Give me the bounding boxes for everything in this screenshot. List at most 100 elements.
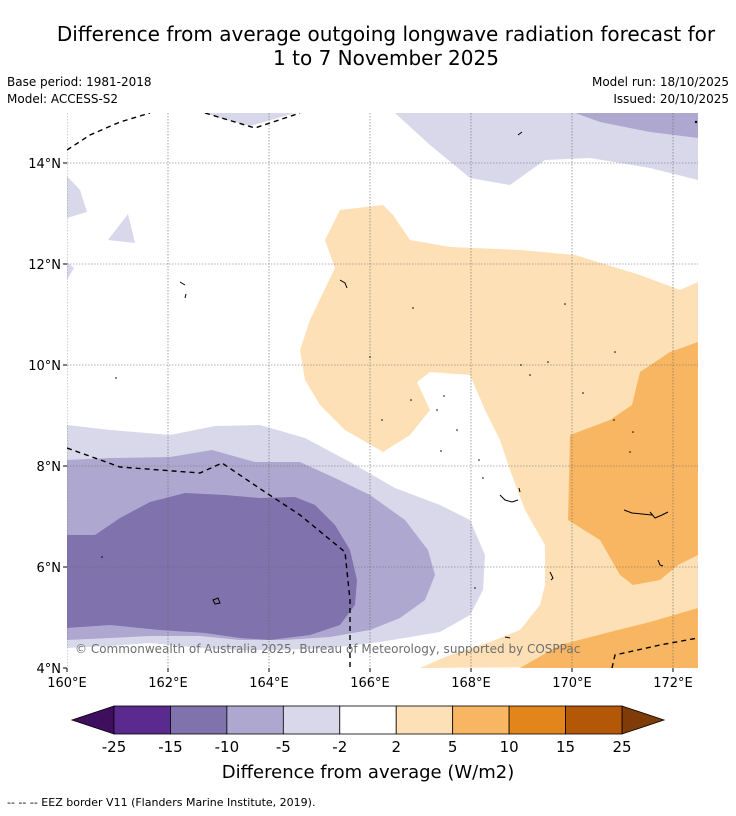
eez-border-north-2 bbox=[204, 113, 301, 129]
island-central-atoll bbox=[499, 487, 521, 503]
islets bbox=[101, 120, 698, 589]
islet bbox=[520, 364, 522, 366]
copyright-notice: © Commonwealth of Australia 2025, Bureau… bbox=[75, 642, 580, 656]
colorbar-segment bbox=[170, 705, 228, 735]
eez-footnote: -- -- -- EEZ border V11 (Flanders Marine… bbox=[7, 796, 316, 809]
island-eastern-atoll bbox=[657, 559, 664, 567]
islet bbox=[381, 419, 383, 421]
islet bbox=[547, 361, 549, 363]
lat-label: 6°N bbox=[37, 561, 62, 576]
island-southern-atoll bbox=[549, 571, 554, 581]
anomaly-region-southeast-orange bbox=[520, 608, 698, 668]
islet bbox=[694, 120, 698, 124]
colorbar-tick-label: -25 bbox=[102, 738, 127, 756]
colorbar-label: Difference from average (W/m2) bbox=[222, 762, 514, 783]
islet bbox=[115, 377, 117, 379]
island-enewetak bbox=[339, 279, 348, 289]
islet bbox=[474, 587, 476, 589]
colorbar-ticks: -25 -15 -10 -5 -2 2 5 10 15 25 bbox=[102, 738, 632, 756]
latitude-labels: 14°N 12°N 10°N 8°N 6°N 4°N bbox=[28, 157, 61, 677]
issued-date: Issued: 20/10/2025 bbox=[613, 92, 729, 106]
colorbar-segment bbox=[565, 705, 623, 735]
colorbar-segment bbox=[452, 705, 510, 735]
islet bbox=[482, 477, 484, 479]
colorbar: -25 -15 -10 -5 -2 2 5 10 15 25 Difference from av… bbox=[70, 705, 666, 783]
metadata-right: Model run: 18/10/2025 Issued: 20/10/2025 bbox=[592, 74, 729, 108]
lat-label: 4°N bbox=[37, 662, 62, 677]
lon-label: 170°E bbox=[552, 676, 592, 691]
colorbar-segments bbox=[70, 705, 666, 735]
islet bbox=[410, 399, 412, 401]
island-western-atoll bbox=[212, 597, 221, 605]
lon-label: 166°E bbox=[350, 676, 390, 691]
colorbar-segment bbox=[226, 705, 284, 735]
islet bbox=[436, 409, 438, 411]
anomaly-patch-west-1 bbox=[67, 176, 87, 218]
eez-border-southeast bbox=[611, 637, 698, 668]
colorbar-tick-label: -15 bbox=[158, 738, 183, 756]
colorbar-tick-label: 15 bbox=[556, 738, 575, 756]
anomaly-region-central-light-orange bbox=[300, 205, 698, 668]
islet bbox=[369, 356, 371, 358]
lat-label: 12°N bbox=[28, 258, 61, 273]
colorbar-tick-label: -5 bbox=[276, 738, 291, 756]
islet bbox=[629, 451, 631, 453]
anomaly-patch-west-3 bbox=[67, 262, 74, 280]
title-line-2: 1 to 7 November 2025 bbox=[273, 46, 499, 70]
islands bbox=[179, 131, 669, 639]
chart-title: Difference from average outgoing longwav… bbox=[0, 22, 736, 70]
islet bbox=[412, 307, 414, 309]
lat-label: 14°N bbox=[28, 157, 61, 172]
anomaly-region-top-mid-purple bbox=[575, 113, 698, 138]
map-plot-area: © Commonwealth of Australia 2025, Bureau… bbox=[67, 113, 698, 668]
islet bbox=[443, 395, 445, 397]
anomaly-patch-west-2 bbox=[108, 214, 135, 243]
anomaly-region-top-left-purple bbox=[205, 113, 295, 126]
anomaly-region-dark-purple bbox=[67, 493, 357, 640]
colorbar-tick-label: -10 bbox=[215, 738, 240, 756]
colorbar-segment bbox=[508, 705, 566, 735]
colorbar-extend-low bbox=[70, 705, 115, 735]
longitude-labels: 160°E 162°E 164°E 166°E 168°E 170°E 172°… bbox=[47, 676, 693, 691]
colorbar-segment bbox=[282, 705, 341, 735]
lat-label: 10°N bbox=[28, 359, 61, 374]
islet bbox=[632, 431, 634, 433]
model-run: Model run: 18/10/2025 bbox=[591, 75, 729, 89]
islet bbox=[478, 459, 480, 461]
colorbar-tick-label: 25 bbox=[612, 738, 631, 756]
eez-border-north bbox=[67, 113, 151, 151]
title-line-1: Difference from average outgoing longwav… bbox=[56, 22, 716, 46]
islet bbox=[564, 303, 566, 305]
colorbar-segment bbox=[113, 705, 171, 735]
lon-label: 160°E bbox=[47, 676, 87, 691]
colorbar-segment bbox=[395, 705, 454, 735]
model-name: Model: ACCESS-S2 bbox=[7, 92, 119, 106]
lon-label: 172°E bbox=[653, 676, 693, 691]
lat-label: 8°N bbox=[37, 460, 62, 475]
colorbar-tick-label: 2 bbox=[391, 738, 401, 756]
islet bbox=[614, 351, 616, 353]
metadata-left: Base period: 1981-2018 Model: ACCESS-S2 bbox=[7, 74, 152, 108]
colorbar-tick-label: 10 bbox=[500, 738, 519, 756]
islet bbox=[529, 374, 531, 376]
graticule bbox=[67, 113, 698, 668]
base-period: Base period: 1981-2018 bbox=[7, 75, 152, 89]
colorbar-tick-label: 5 bbox=[448, 738, 458, 756]
islet bbox=[582, 392, 584, 394]
island-south-islet bbox=[504, 636, 511, 639]
lon-label: 162°E bbox=[148, 676, 188, 691]
lon-label: 164°E bbox=[249, 676, 289, 691]
eez-border-central bbox=[67, 447, 351, 668]
colorbar-extend-high bbox=[621, 705, 666, 735]
island-kwajalein bbox=[623, 509, 669, 519]
islet bbox=[101, 556, 103, 558]
lon-label: 168°E bbox=[451, 676, 491, 691]
colorbar-tick-label: -2 bbox=[332, 738, 347, 756]
anomaly-region-east-orange bbox=[568, 342, 698, 585]
island-ujelang bbox=[179, 281, 187, 299]
island-north-atoll bbox=[517, 131, 523, 136]
axis-ticks bbox=[63, 162, 674, 672]
anomaly-fields bbox=[67, 113, 698, 668]
islet bbox=[440, 450, 442, 452]
